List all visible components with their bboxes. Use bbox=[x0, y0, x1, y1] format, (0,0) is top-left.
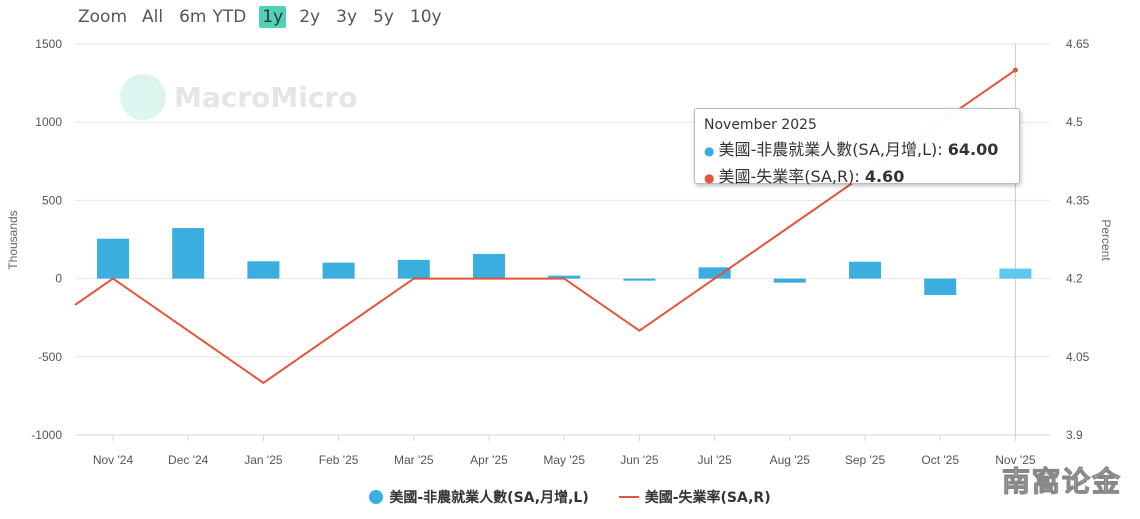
tooltip-series2-name: 美國-失業率(SA,R) bbox=[718, 167, 855, 186]
x-tick-label: May '25 bbox=[543, 453, 585, 467]
payrolls-bar bbox=[849, 261, 881, 279]
x-tick-label: Apr '25 bbox=[470, 453, 508, 467]
x-tick-label: Jan '25 bbox=[244, 453, 283, 467]
legend-payrolls-label: 美國-非農就業人數(SA,月增,L) bbox=[389, 490, 589, 506]
x-tick-label: Aug '25 bbox=[770, 453, 811, 467]
x-tick-label: Mar '25 bbox=[394, 453, 434, 467]
legend-line-icon bbox=[618, 496, 639, 498]
payrolls-dot-icon: ● bbox=[704, 144, 715, 158]
y-tick-label: 1500 bbox=[35, 37, 62, 51]
legend-item-payrolls[interactable]: 美國-非農就業人數(SA,月增,L) bbox=[369, 487, 589, 507]
zoom-6m-button[interactable]: 6m bbox=[179, 7, 207, 27]
y-tick-label: 500 bbox=[42, 193, 62, 207]
x-tick-label: Dec '24 bbox=[168, 453, 209, 467]
payrolls-bar bbox=[97, 238, 129, 279]
zoom-selector: Zoom All 6m YTD 1y 2y 3y 5y 10y bbox=[78, 4, 455, 30]
payrolls-bar bbox=[924, 278, 957, 296]
zoom-label: Zoom bbox=[78, 7, 128, 27]
tooltip-date: November 2025 bbox=[704, 117, 817, 133]
y2-axis-title: Percent bbox=[1099, 219, 1113, 261]
tooltip-row-unemployment: ● 美國-失業率(SA,R): 4.60 bbox=[704, 167, 905, 186]
payrolls-bar bbox=[698, 267, 731, 279]
zoom-5y-button[interactable]: 5y bbox=[373, 7, 394, 27]
unemployment-point bbox=[1012, 67, 1018, 73]
payrolls-bar bbox=[473, 253, 505, 279]
y2-tick-label: 4.05 bbox=[1066, 350, 1090, 364]
y2-tick-label: 3.9 bbox=[1066, 428, 1083, 442]
zoom-3y-button[interactable]: 3y bbox=[336, 7, 358, 27]
zoom-1y-button[interactable]: 1y bbox=[259, 6, 287, 28]
legend-item-unemployment[interactable]: 美國-失業率(SA,R) bbox=[618, 487, 771, 507]
x-tick-label: Sep '25 bbox=[845, 453, 886, 467]
x-tick-label: Oct '25 bbox=[921, 453, 959, 467]
payrolls-bar bbox=[548, 275, 581, 279]
macromicro-logo-icon bbox=[120, 74, 166, 120]
y-axis-title: Thousands bbox=[6, 210, 20, 269]
tooltip-series1-name: 美國-非農就業人數(SA,月增,L) bbox=[718, 140, 938, 159]
x-tick-label: Nov '24 bbox=[93, 453, 134, 467]
payrolls-bar bbox=[999, 268, 1032, 279]
chart-legend: 美國-非農就業人數(SA,月增,L) 美國-失業率(SA,R) bbox=[0, 487, 1140, 507]
x-tick-label: Feb '25 bbox=[319, 453, 359, 467]
legend-unemployment-label: 美國-失業率(SA,R) bbox=[644, 490, 771, 506]
y-tick-label: -500 bbox=[38, 350, 62, 364]
zoom-10y-button[interactable]: 10y bbox=[409, 7, 442, 27]
tooltip-series2-value: 4.60 bbox=[864, 167, 905, 186]
y-tick-label: 0 bbox=[55, 272, 62, 286]
x-tick-label: Nov '25 bbox=[995, 453, 1036, 467]
watermark-text: MacroMicro bbox=[174, 80, 358, 114]
zoom-2y-button[interactable]: 2y bbox=[299, 7, 321, 27]
y2-tick-label: 4.35 bbox=[1066, 193, 1090, 207]
payrolls-bar bbox=[773, 278, 806, 283]
x-tick-label: Jun '25 bbox=[620, 453, 659, 467]
tooltip-series1-value: 64.00 bbox=[947, 140, 999, 159]
y-tick-label: 1000 bbox=[35, 115, 62, 129]
zoom-all-button[interactable]: All bbox=[142, 7, 164, 27]
payrolls-bar bbox=[247, 261, 280, 279]
watermark: MacroMicro bbox=[120, 74, 358, 120]
legend-circle-icon bbox=[369, 490, 384, 504]
y-tick-label: -1000 bbox=[31, 428, 62, 442]
y2-tick-label: 4.65 bbox=[1066, 37, 1090, 51]
payrolls-bar bbox=[397, 259, 430, 279]
payrolls-bar bbox=[623, 278, 656, 281]
y2-tick-label: 4.2 bbox=[1066, 272, 1083, 286]
source-watermark: 南窩论金 bbox=[1001, 465, 1122, 499]
unemployment-dot-icon: ● bbox=[704, 171, 715, 185]
payrolls-bar bbox=[172, 228, 205, 279]
x-tick-label: Jul '25 bbox=[697, 453, 732, 467]
y2-tick-label: 4.5 bbox=[1066, 115, 1083, 129]
tooltip-row-payrolls: ● 美國-非農就業人數(SA,月增,L): 64.00 bbox=[704, 140, 999, 159]
chart-tooltip: November 2025 ● 美國-非農就業人數(SA,月增,L): 64.00… bbox=[694, 108, 1020, 186]
payrolls-bar bbox=[322, 262, 355, 279]
zoom-ytd-button[interactable]: YTD bbox=[212, 7, 247, 27]
